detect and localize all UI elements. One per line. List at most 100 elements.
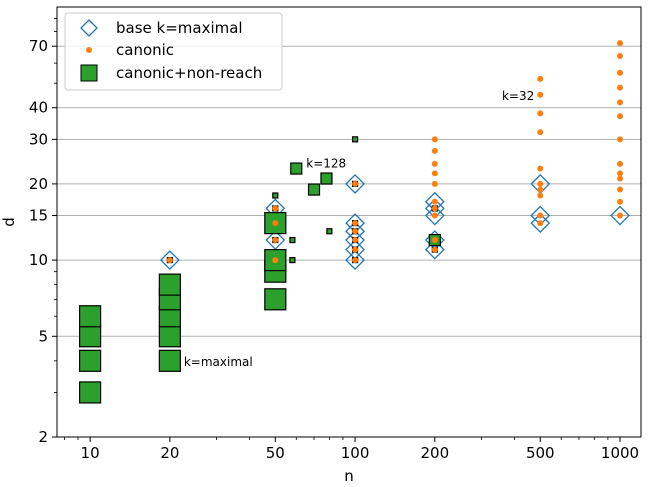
y-axis-title: d: [0, 217, 18, 227]
y-tick-label: 5: [38, 327, 48, 345]
canonic-dot-point: [617, 53, 624, 60]
annotation-label: k=128: [306, 157, 346, 171]
canonic-dot-point: [431, 237, 438, 244]
legend-symbol-canonic: [86, 47, 92, 53]
canonic-dot-point: [537, 129, 544, 136]
x-tick-label: 1000: [601, 444, 639, 462]
canonic-dot-point: [617, 113, 624, 120]
canonic-dot-point: [272, 220, 279, 227]
x-tick-label: 50: [266, 444, 285, 462]
nonreach-square-point: [289, 236, 296, 244]
nonreach-square-point: [289, 256, 296, 264]
canonic-dot-point: [431, 180, 438, 187]
canonic-dot-point: [617, 69, 624, 76]
base-diamond-point: [345, 250, 365, 271]
canonic-dot-point: [617, 198, 624, 205]
annotation-label: k=maximal: [184, 355, 253, 369]
canonic-dot-point: [352, 246, 359, 253]
canonic-dot-point: [352, 237, 359, 244]
canonic-dot-point: [537, 212, 544, 219]
canonic-dot-point: [431, 205, 438, 212]
axes: 2 5 10 15 20 30 40 70 10 20 50 100 200 500 1000: [29, 18, 639, 462]
canonic-dot-point: [352, 220, 359, 227]
nonreach-square-point: [79, 325, 102, 348]
canonic-dot-point: [431, 212, 438, 219]
canonic-dot-point: [272, 237, 279, 244]
canonic-dot-point: [537, 110, 544, 117]
nonreach-square-point: [79, 305, 102, 328]
nonreach-square-point: [351, 136, 359, 143]
y-tick-label: 10: [29, 251, 48, 269]
nonreach-square-point: [264, 288, 287, 311]
y-tick-label: 70: [29, 37, 48, 55]
canonic-dot-point: [617, 175, 624, 182]
canonic-dot-point: [352, 228, 359, 235]
canonic-dot-point: [537, 75, 544, 82]
canonic-dot-point: [431, 147, 438, 154]
canonic-dot-point: [537, 180, 544, 187]
nonreach-square-point: [326, 228, 333, 235]
nonreach-square-point: [79, 381, 102, 404]
canonic-dot-point: [617, 84, 624, 91]
canonic-dot-point: [537, 165, 544, 172]
base-diamond-point: [345, 173, 365, 194]
canonic-dot-point: [617, 170, 624, 177]
canonic-dot-point: [431, 198, 438, 205]
nonreach-square-point: [79, 349, 102, 372]
canonic-dot-point: [431, 246, 438, 253]
canonic-dot-point: [431, 160, 438, 167]
canonic-dot-point: [537, 91, 544, 98]
base-diamond-point: [610, 205, 630, 226]
nonreach-square-point: [158, 273, 181, 296]
canonic-dot-point: [617, 136, 624, 143]
x-axis-title: n: [344, 467, 354, 485]
legend-symbol-nonreach: [80, 64, 98, 82]
annotation-label: k=32: [502, 89, 534, 103]
canonic-dot-point: [431, 170, 438, 177]
legend-label-nonreach: canonic+non-reach: [116, 64, 262, 82]
chart-marks: [79, 40, 630, 404]
canonic-dot-point: [617, 212, 624, 219]
x-tick-label: 100: [341, 444, 370, 462]
nonreach-square-point: [158, 325, 181, 348]
legend-label-canonic: canonic: [116, 41, 174, 59]
legend-box: [64, 12, 283, 91]
canonic-dot-point: [352, 257, 359, 264]
canonic-dot-point: [272, 257, 279, 264]
nonreach-square-point: [307, 183, 321, 196]
x-tick-label: 200: [421, 444, 450, 462]
base-diamond-point: [424, 239, 445, 260]
x-tick-label: 500: [526, 444, 555, 462]
canonic-dot-point: [166, 257, 173, 264]
base-diamond-point: [424, 205, 445, 226]
y-tick-label: 30: [29, 130, 48, 148]
canonic-dot-point: [352, 180, 359, 187]
x-tick-label: 10: [81, 444, 100, 462]
canonic-dot-point: [617, 186, 624, 193]
grid-lines: [57, 45, 641, 438]
annotations: k=maximal k=128 k=32: [184, 89, 534, 369]
legend-label-base: base k=maximal: [116, 19, 243, 37]
x-tick-label: 20: [160, 444, 179, 462]
y-tick-label: 40: [29, 99, 48, 117]
canonic-dot-point: [617, 160, 624, 167]
base-diamond-point: [159, 250, 180, 271]
canonic-dot-point: [537, 186, 544, 193]
canonic-dot-point: [272, 205, 279, 212]
y-tick-label: 2: [38, 428, 48, 446]
nonreach-square-point: [272, 192, 279, 199]
y-tick-label: 20: [29, 175, 48, 193]
nonreach-square-point: [320, 172, 333, 185]
y-tick-label: 15: [29, 207, 48, 225]
base-diamond-point: [530, 213, 551, 234]
nonreach-square-point: [158, 349, 181, 372]
canonic-dot-point: [617, 99, 624, 106]
canonic-dot-point: [617, 40, 624, 47]
nonreach-square-point: [290, 162, 303, 175]
plot-frame: [56, 6, 642, 438]
legend-symbol-base: [80, 19, 98, 37]
canonic-dot-point: [537, 220, 544, 227]
legend: base k=maximal canonic canonic+non-reach: [64, 12, 283, 91]
canonic-dot-point: [431, 136, 438, 143]
